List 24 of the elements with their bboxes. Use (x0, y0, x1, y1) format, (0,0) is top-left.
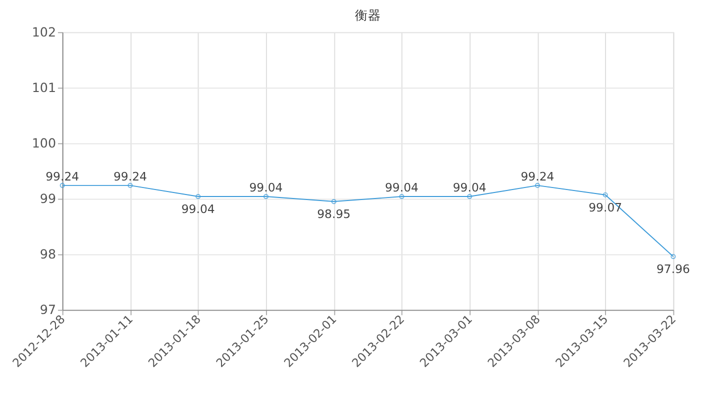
data-label: 99.24 (520, 170, 554, 184)
point (534, 182, 540, 188)
data-label: 97.96 (656, 262, 690, 276)
point (399, 194, 404, 200)
point (602, 192, 608, 198)
data-label: 99.04 (181, 202, 215, 216)
y-tick-label: 99 (40, 191, 56, 206)
data-label: 99.04 (249, 180, 283, 195)
data-label: 99.24 (113, 170, 147, 184)
point (196, 194, 201, 200)
data-label: 99.04 (452, 180, 486, 195)
y-tick-label: 100 (32, 136, 56, 151)
y-tick-label: 101 (32, 80, 56, 96)
y-tick-label: 98 (40, 246, 56, 262)
chart-title: 衡器 (354, 7, 381, 22)
data-label: 98.95 (317, 207, 351, 222)
y-tick-label: 102 (32, 24, 56, 40)
point (263, 194, 269, 200)
point (128, 182, 133, 188)
data-label: 99.07 (588, 200, 622, 214)
data-label: 99.04 (385, 180, 418, 195)
point (467, 194, 472, 200)
y-tick-label: 97 (40, 302, 56, 318)
point (331, 198, 336, 204)
